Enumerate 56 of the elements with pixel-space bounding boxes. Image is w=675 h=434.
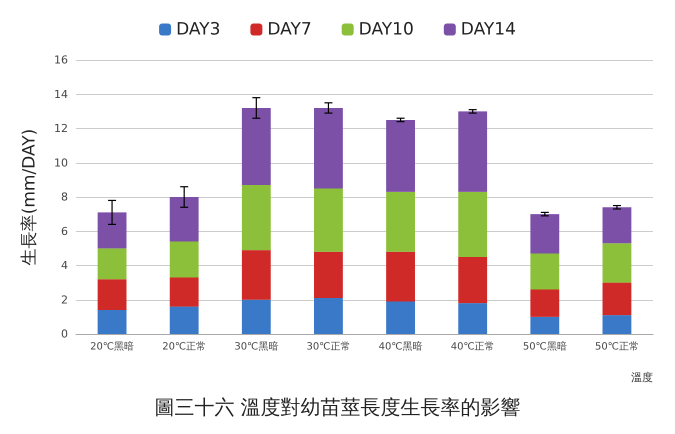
bar: [386, 120, 415, 192]
bar: [602, 315, 632, 334]
bar: [530, 316, 560, 334]
x-tick-label: 30℃正常: [306, 340, 350, 352]
bar: [98, 248, 126, 280]
y-tick-label: 2: [61, 293, 68, 306]
bar: [458, 303, 488, 334]
y-tick-label: 10: [54, 156, 68, 170]
bar: [242, 185, 271, 250]
bar: [98, 279, 126, 310]
bar: [314, 188, 343, 252]
y-tick-label: 16: [54, 54, 68, 66]
y-tick-label: 0: [61, 328, 68, 340]
y-tick-label: 6: [61, 224, 68, 238]
legend-label: DAY7: [267, 20, 312, 40]
bar: [602, 207, 632, 244]
y-tick-label: 4: [61, 259, 68, 272]
bar: [242, 108, 271, 186]
bar: [458, 192, 488, 257]
bar: [314, 298, 343, 334]
bar: [530, 214, 560, 254]
x-tick-label: 40℃黑暗: [378, 340, 423, 352]
bar: [458, 256, 488, 304]
y-tick-label: 8: [61, 190, 68, 204]
y-tick-label: 12: [54, 122, 68, 135]
x-tick-label: 40℃正常: [450, 340, 495, 352]
x-tick-label: 20℃黑暗: [90, 340, 134, 352]
legend-label: DAY10: [358, 20, 414, 40]
x-tick-label: 50℃正常: [594, 340, 639, 352]
bar: [386, 192, 415, 252]
bar: [314, 108, 343, 188]
x-tick-label: 50℃黑暗: [522, 340, 567, 352]
y-tick-label: 14: [54, 88, 68, 101]
bar: [386, 252, 415, 302]
bar: [98, 212, 126, 248]
bar: [170, 197, 199, 242]
bar: [530, 254, 560, 290]
bar: [602, 282, 632, 316]
y-axis-title: 生長率(mm/DAY): [20, 128, 40, 266]
bar: [170, 242, 199, 278]
bar: [242, 300, 271, 334]
bar: [242, 250, 271, 300]
bar: [602, 243, 632, 283]
legend-label: DAY14: [460, 20, 516, 40]
bar: [170, 277, 199, 307]
text: 圖三十六 溫度對幼苗莖長度生長率的影響: [154, 395, 521, 419]
bar: [386, 301, 415, 334]
x-tick-label: 20℃正常: [162, 340, 206, 352]
bar: [170, 306, 199, 334]
x-tick-label: 30℃黑暗: [234, 340, 278, 352]
x-axis-title: 溫度: [631, 371, 653, 384]
bar: [458, 111, 488, 192]
bar: [98, 310, 126, 334]
bar: [530, 289, 560, 317]
legend-label: DAY3: [176, 20, 220, 40]
bar: [314, 252, 343, 298]
